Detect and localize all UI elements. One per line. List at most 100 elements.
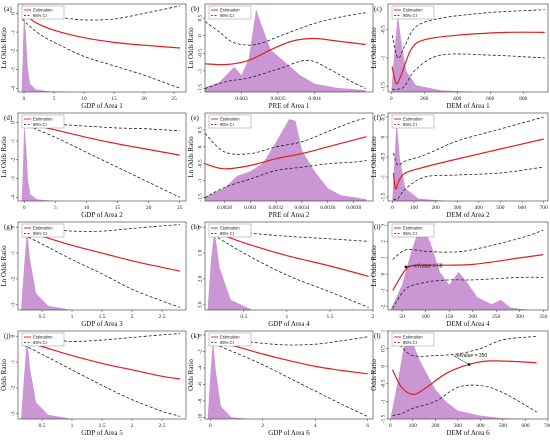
x-tick-label: 100 [422, 314, 431, 320]
panel-label: (g) [4, 223, 13, 231]
plot-area [207, 226, 369, 310]
density-area [21, 338, 72, 419]
ci-lower-line [393, 166, 544, 201]
refvalue-label: refvalue = 350 [455, 353, 487, 359]
x-tick-label: 25 [171, 96, 177, 102]
estimation-line [209, 229, 369, 277]
y-axis-label: Ln Odds Ratio [0, 136, 8, 178]
x-axis-label: DEM of Area 6 [446, 429, 490, 437]
estimation-line [392, 254, 544, 291]
panel-label: (k) [191, 332, 200, 340]
y-tick-label: 2.0 [198, 275, 204, 282]
legend-box [208, 332, 252, 347]
panel-label: (h) [191, 223, 200, 231]
y-tick-label: -1.5 [381, 414, 387, 423]
x-tick-label: 0.0036 [320, 205, 335, 211]
y-tick-label: 0 [381, 365, 387, 368]
legend-label-estimation: Estimation [220, 8, 240, 13]
axes-frame [17, 3, 187, 93]
x-tick-label: 2 [261, 423, 264, 429]
density-area [207, 338, 250, 419]
legend-box [391, 5, 435, 20]
y-tick-label: -4 [198, 365, 204, 370]
y-tick-label: 0 [198, 145, 204, 148]
ci-lower-line [23, 344, 181, 417]
density-area [205, 9, 366, 92]
legend-label-estimation: Estimation [33, 335, 53, 340]
x-tick-label: 200 [431, 423, 440, 429]
y-axis-label: Ln Odds Ratio [370, 136, 378, 178]
estimation-line [392, 138, 544, 190]
y-axis-label: Ln Odds Ratio [0, 245, 8, 287]
y-tick-label: 0 [381, 273, 387, 276]
legend-label-estimation: Estimation [403, 226, 423, 231]
x-tick-label: 0 [389, 423, 392, 429]
x-tick-label: 5 [53, 96, 56, 102]
x-tick-label: 200 [431, 205, 440, 211]
density-area [21, 11, 72, 92]
x-tick-label: 0.5 [240, 314, 247, 320]
plot-area [390, 228, 544, 310]
x-axis-label: GDP of Area 6 [268, 429, 310, 437]
refvalue-arrow [453, 355, 470, 365]
ci-lower-line [205, 59, 366, 89]
y-tick-label: -4 [11, 195, 17, 200]
density-area [21, 229, 72, 310]
legend-label-ci: 95% CI [220, 231, 234, 236]
refvalue-annotation: refvalue = 58 [404, 264, 443, 270]
x-tick-label: 0 [23, 205, 26, 211]
x-tick-label: 5 [54, 205, 57, 211]
panel-label: (f) [374, 114, 382, 122]
x-tick-label: 15 [115, 205, 121, 211]
y-tick-label: -2 [198, 349, 204, 354]
y-tick-label: -4 [11, 86, 17, 91]
ci-lower-line [205, 160, 367, 198]
ci-upper-line [391, 9, 545, 59]
y-tick-label: -1 [11, 139, 17, 144]
estimation-line [205, 37, 366, 66]
x-tick-label: 0.5 [39, 423, 46, 429]
x-tick-label: 200 [420, 96, 429, 102]
y-tick-label: -6 [198, 382, 204, 387]
y-tick-label: -2 [11, 48, 17, 53]
legend-label-estimation: Estimation [403, 335, 423, 340]
panel-k: 0 2 4 6 0 -2 -4 -6 -8 -10 GDP of Area 6 Odds Ratio (… [187, 330, 374, 437]
ci-upper-line [392, 229, 544, 260]
density-area [390, 228, 530, 310]
legend-label-ci: 95% CI [33, 13, 47, 18]
legend-box [21, 114, 65, 129]
x-tick-label: 10 [84, 205, 90, 211]
panel-label: (b) [191, 5, 200, 13]
y-tick-label: -1 [11, 360, 17, 365]
x-tick-label: 300 [453, 205, 462, 211]
estimation-line [205, 136, 367, 170]
panel-d: 0 5 10 15 20 25 0 -1 -2 -3 -4 GDP of Area 2 Ln Odds … [0, 112, 187, 219]
x-tick-label: 400 [453, 96, 462, 102]
x-tick-label: 0.003 [235, 96, 248, 102]
y-tick-label: 0 [11, 12, 17, 15]
density-area [392, 120, 447, 201]
plot-area [21, 122, 180, 201]
x-tick-label: 400 [475, 205, 484, 211]
axes-frame [204, 112, 374, 202]
y-tick-label: -1 [11, 251, 17, 256]
panel-h: 0.5 1 1.5 2 0 1.0 2.0 3.0 GDP of Area 4 (h) Estima… [191, 221, 375, 328]
legend-box [208, 114, 252, 129]
refvalue-annotation: refvalue = 350 [453, 353, 487, 366]
x-tick-label: 600 [518, 205, 527, 211]
x-tick-label: 800 [519, 96, 528, 102]
x-tick-label: 150 [445, 314, 454, 320]
legend-box [391, 223, 435, 238]
x-tick-label: 250 [492, 314, 501, 320]
panel-label: (d) [4, 114, 13, 122]
axes-frame [387, 3, 549, 93]
x-tick-label: 6 [366, 423, 369, 429]
x-tick-label: 2 [372, 314, 375, 320]
panel-l: 0 100 200 300 400 500 600 700 1 0.5 0 -0.5 -1 -1.5 DEM… [370, 329, 550, 437]
x-tick-label: 1.5 [326, 314, 333, 320]
x-axis-label: PRE of Area 2 [269, 211, 310, 219]
legend-label-ci: 95% CI [33, 340, 47, 345]
legend-label-ci: 95% CI [403, 13, 417, 18]
legend-label-estimation: Estimation [33, 117, 53, 122]
